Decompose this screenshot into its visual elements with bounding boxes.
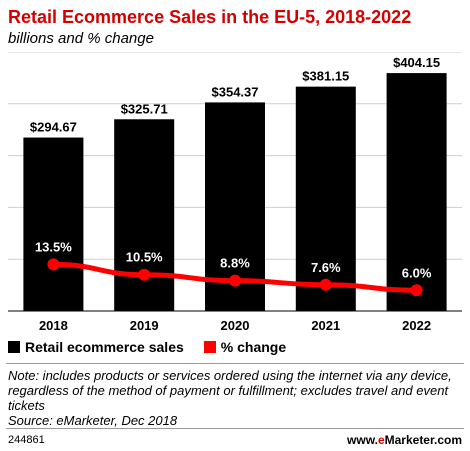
chart-id: 244861 (8, 434, 45, 446)
bar (114, 119, 175, 311)
legend-item-sales: Retail ecommerce sales (8, 339, 184, 355)
bar (295, 86, 356, 311)
line-layer (47, 258, 423, 297)
chart-title: Retail Ecommerce Sales in the EU-5, 2018… (8, 7, 412, 27)
legend-item-change: % change (203, 339, 287, 355)
bar-value-label: $294.67 (30, 120, 77, 135)
bar-value-label: $404.15 (393, 55, 440, 70)
bar-value-label: $381.15 (302, 69, 349, 84)
bar (23, 137, 84, 311)
source-text: Source: eMarketer, Dec 2018 (8, 413, 178, 428)
x-tick-label: 2021 (311, 318, 340, 332)
change-point (47, 258, 60, 271)
brand-e: e (377, 433, 385, 447)
labels-layer: $294.67 $325.71 $354.37 $381.15 $404.15 2018 2… (30, 55, 440, 332)
footnote: Note: includes products or services orde… (8, 368, 463, 428)
change-point (229, 274, 241, 287)
x-tick-label: 2018 (39, 318, 68, 332)
brand-prefix: www. (347, 433, 378, 447)
change-point (138, 268, 151, 281)
divider-top (6, 363, 464, 364)
change-point (319, 278, 332, 291)
bar-value-label: $354.37 (212, 84, 259, 99)
change-value-label: 13.5% (35, 239, 72, 254)
bar-value-label: $325.71 (121, 101, 168, 116)
footnote-text: Note: includes products or services orde… (8, 368, 452, 413)
change-value-label: 10.5% (126, 250, 163, 265)
legend-swatch-sales (8, 341, 20, 353)
legend-label-sales: Retail ecommerce sales (25, 339, 184, 355)
chart-subtitle: billions and % change (8, 30, 154, 47)
divider-bottom (6, 428, 464, 429)
legend-swatch-change (203, 341, 216, 353)
x-tick-label: 2019 (130, 318, 159, 332)
legend-label-change: % change (220, 339, 287, 355)
x-tick-label: 2022 (402, 318, 431, 332)
bar (386, 73, 447, 311)
x-tick-label: 2020 (221, 318, 250, 332)
change-value-label: 7.6% (311, 260, 341, 275)
change-value-label: 8.8% (220, 256, 250, 271)
change-value-label: 6.0% (402, 265, 432, 280)
chart-plot: $294.67 $325.71 $354.37 $381.15 $404.15 2018 2… (8, 52, 462, 332)
brand-rest: Marketer.com (384, 433, 462, 447)
change-point (410, 284, 423, 297)
brand-link[interactable]: www.eMarketer.com (347, 433, 462, 447)
legend: Retail ecommerce sales % change (8, 339, 306, 355)
